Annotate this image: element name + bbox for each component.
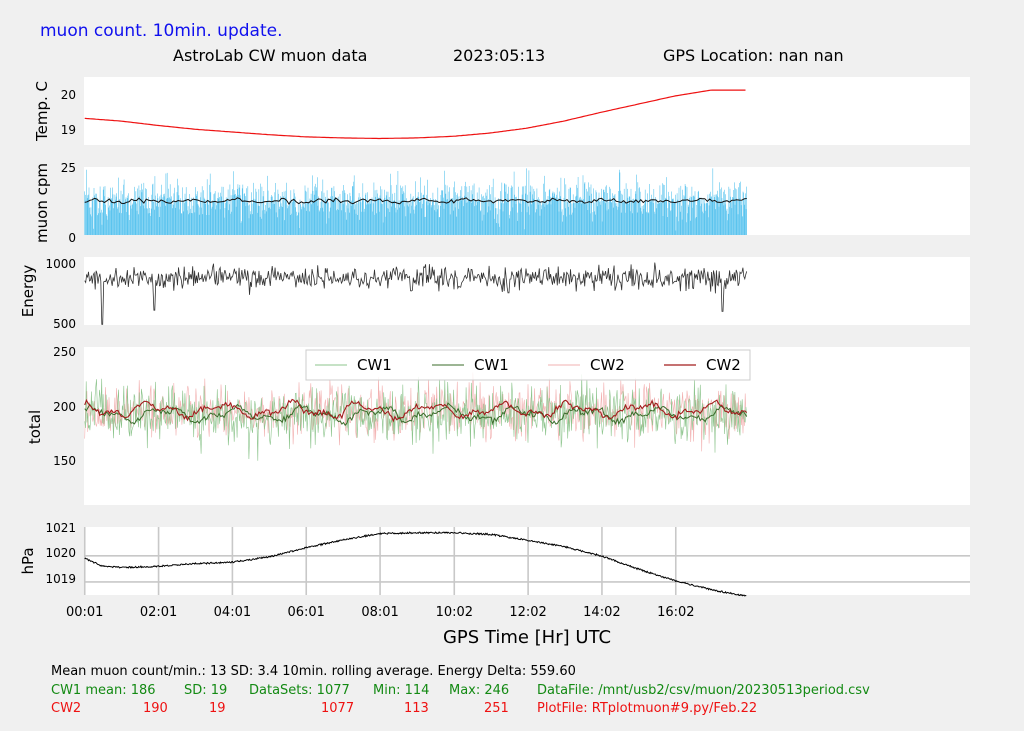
- legend-label-cw1-rolling: CW1: [474, 356, 509, 374]
- ytick-hpa-1020: 1020: [45, 546, 76, 560]
- footer-cw2-name: CW2: [51, 701, 81, 716]
- footer-cw2-sd: 19: [209, 701, 226, 716]
- xtick-label: 14:02: [583, 605, 620, 620]
- panel-pressure: [84, 527, 970, 595]
- blue-note: muon count. 10min. update.: [40, 21, 282, 41]
- xtick-label: 06:01: [287, 605, 324, 620]
- ytick-muon-25: 25: [61, 161, 76, 175]
- footer-cw1-mean: CW1 mean: 186: [51, 683, 156, 698]
- footer-cw1-max: Max: 246: [449, 683, 509, 698]
- xtick-label: 08:01: [361, 605, 398, 620]
- footer-cw2-min: 113: [404, 701, 429, 716]
- muon-cpm-bars: [84, 168, 748, 235]
- temperature-line: [84, 89, 746, 140]
- ytick-total-250: 250: [53, 345, 76, 359]
- footer-cw1-sd: SD: 19: [184, 683, 227, 698]
- xtick-label: 04:01: [214, 605, 251, 620]
- footer-cw2-datasets: 1077: [321, 701, 354, 716]
- legend-label-cw1-raw: CW1: [357, 356, 392, 374]
- ylabel-temperature: Temp. C: [33, 81, 51, 142]
- ytick-total-150: 150: [53, 454, 76, 468]
- cw1-raw-line: [84, 374, 747, 461]
- energy-line: [84, 262, 748, 325]
- ytick-hpa-1021: 1021: [45, 521, 76, 535]
- xtick-label: 10:02: [436, 605, 473, 620]
- panel-energy: [84, 257, 970, 325]
- footer-cw2-max: 251: [484, 701, 509, 716]
- total-legend: CW1 CW1 CW2 CW2: [305, 349, 751, 381]
- legend-box: [305, 349, 751, 381]
- footer-cw2-mean: 190: [143, 701, 168, 716]
- ylabel-muon-cpm: muon cpm: [33, 163, 51, 243]
- xtick-label: 16:02: [657, 605, 694, 620]
- x-axis-label: GPS Time [Hr] UTC: [443, 627, 611, 648]
- xtick-label: 12:02: [509, 605, 546, 620]
- cw1-rolling-line: [84, 402, 748, 427]
- ylabel-total: total: [26, 410, 44, 444]
- ytick-temp-20: 20: [61, 88, 76, 102]
- legend-label-cw2-rolling: CW2: [706, 356, 741, 374]
- footer-cw1-min: Min: 114: [373, 683, 429, 698]
- ytick-muon-0: 0: [68, 231, 76, 245]
- muon-cpm-rolling-line: [84, 197, 747, 205]
- footer-cw1-datasets: DataSets: 1077: [249, 683, 350, 698]
- legend-label-cw2-raw: CW2: [590, 356, 625, 374]
- footer-plotfile: PlotFile: RTplotmuon#9.py/Feb.22: [537, 701, 757, 716]
- ytick-total-200: 200: [53, 400, 76, 414]
- cw2-rolling-line: [84, 398, 748, 423]
- panel-temperature: [84, 77, 970, 145]
- ytick-energy-500: 500: [53, 317, 76, 331]
- xtick-label: 02:01: [140, 605, 177, 620]
- chart-date: 2023:05:13: [453, 46, 545, 65]
- ytick-energy-1000: 1000: [45, 257, 76, 271]
- xtick-label: 00:01: [66, 605, 103, 620]
- pressure-gridlines: [83, 527, 970, 595]
- chart-title: AstroLab CW muon data: [173, 46, 367, 65]
- ylabel-energy: Energy: [19, 265, 37, 318]
- footer-summary: Mean muon count/min.: 13 SD: 3.4 10min. …: [51, 664, 576, 679]
- pressure-line: [84, 531, 747, 597]
- ylabel-pressure: hPa: [19, 547, 37, 574]
- gps-location: GPS Location: nan nan: [663, 46, 844, 65]
- x-tick-labels: 00:01 02:01 04:01 06:01 08:01 10:02 12:0…: [66, 605, 695, 620]
- ytick-temp-19: 19: [61, 123, 76, 137]
- ytick-hpa-1019: 1019: [45, 572, 76, 586]
- footer-datafile: DataFile: /mnt/usb2/csv/muon/20230513per…: [537, 683, 870, 698]
